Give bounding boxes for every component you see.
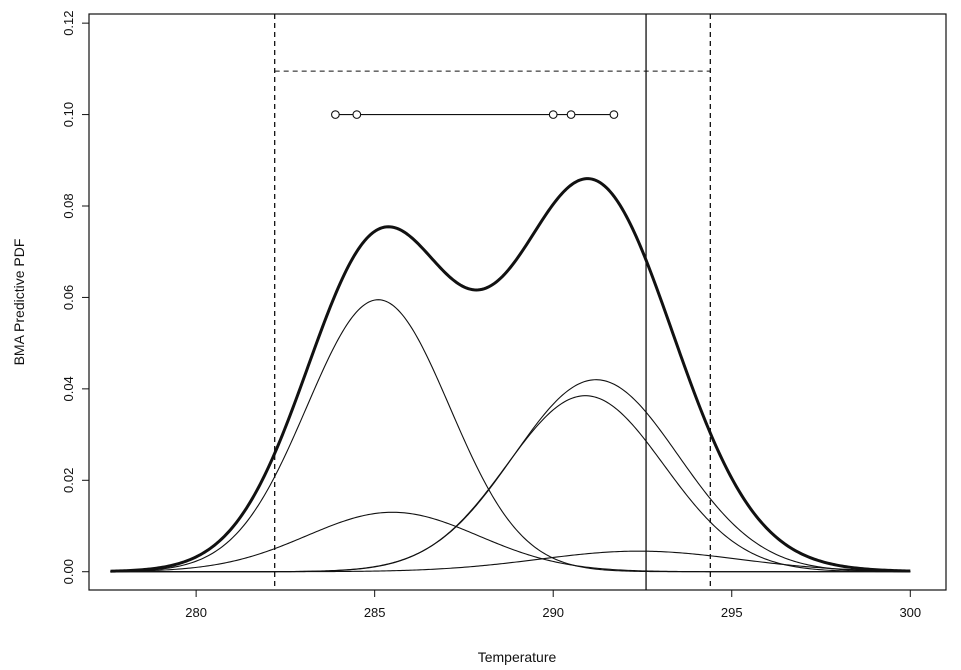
y-tick-label: 0.06	[61, 285, 76, 310]
y-tick-label: 0.04	[61, 376, 76, 401]
ensemble-member-markers	[331, 110, 619, 119]
ensemble-member-marker	[548, 110, 558, 119]
ensemble-member-marker	[566, 110, 576, 119]
y-tick-label: 0.10	[61, 102, 76, 127]
y-tick-label: 0.00	[61, 559, 76, 584]
y-tick-label: 0.08	[61, 193, 76, 218]
ensemble-member-marker	[609, 110, 619, 119]
x-tick-label: 280	[185, 605, 207, 620]
ensemble-member-marker	[352, 110, 362, 119]
x-tick-label: 300	[899, 605, 921, 620]
component-curves	[110, 299, 911, 573]
component-curve-4	[110, 395, 911, 573]
x-tick-label: 290	[542, 605, 564, 620]
plot-frame	[88, 13, 947, 591]
ensemble-member-marker	[331, 110, 340, 119]
component-curve-3	[110, 379, 911, 573]
x-axis-title: Temperature	[478, 649, 557, 665]
y-tick-label: 0.02	[61, 468, 76, 493]
y-axis: 0.00 0.02 0.04 0.06 0.08 0.10 0.12	[61, 10, 89, 584]
component-curve-2	[110, 511, 911, 573]
component-curve-5	[110, 550, 911, 573]
y-tick-label: 0.12	[61, 10, 76, 35]
x-tick-label: 285	[364, 605, 386, 620]
y-axis-title: BMA Predictive PDF	[11, 239, 27, 366]
x-axis: 280 285 290 295 300	[185, 590, 921, 620]
x-tick-label: 295	[721, 605, 743, 620]
bma-predictive-pdf-curve	[110, 177, 911, 573]
